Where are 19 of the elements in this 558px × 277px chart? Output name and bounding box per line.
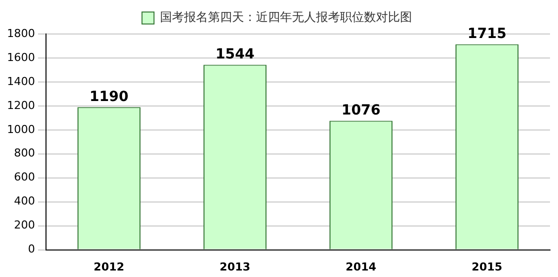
x-tick-label: 2015 (472, 260, 502, 274)
x-tick-label: 2013 (220, 260, 250, 274)
y-tick-label: 400 (14, 194, 35, 208)
y-tick-label: 0 (28, 242, 35, 256)
x-tick-label: 2014 (346, 260, 377, 274)
data-label: 1544 (216, 46, 255, 62)
data-label: 1715 (468, 26, 506, 42)
legend-label: 国考报名第四天：近四年无人报考职位数对比图 (160, 10, 412, 24)
y-tick-label: 1400 (6, 74, 35, 88)
y-tick-label: 1600 (6, 50, 35, 64)
y-tick-label: 200 (14, 218, 35, 232)
y-tick-label: 1800 (6, 26, 35, 40)
y-tick-label: 800 (14, 146, 35, 160)
data-label: 1190 (90, 88, 129, 105)
y-tick-label: 1000 (6, 122, 35, 136)
y-tick-label: 1200 (6, 98, 35, 112)
y-tick-label: 600 (14, 170, 35, 184)
x-tick-label: 2012 (94, 260, 124, 274)
data-label: 1076 (342, 102, 380, 118)
